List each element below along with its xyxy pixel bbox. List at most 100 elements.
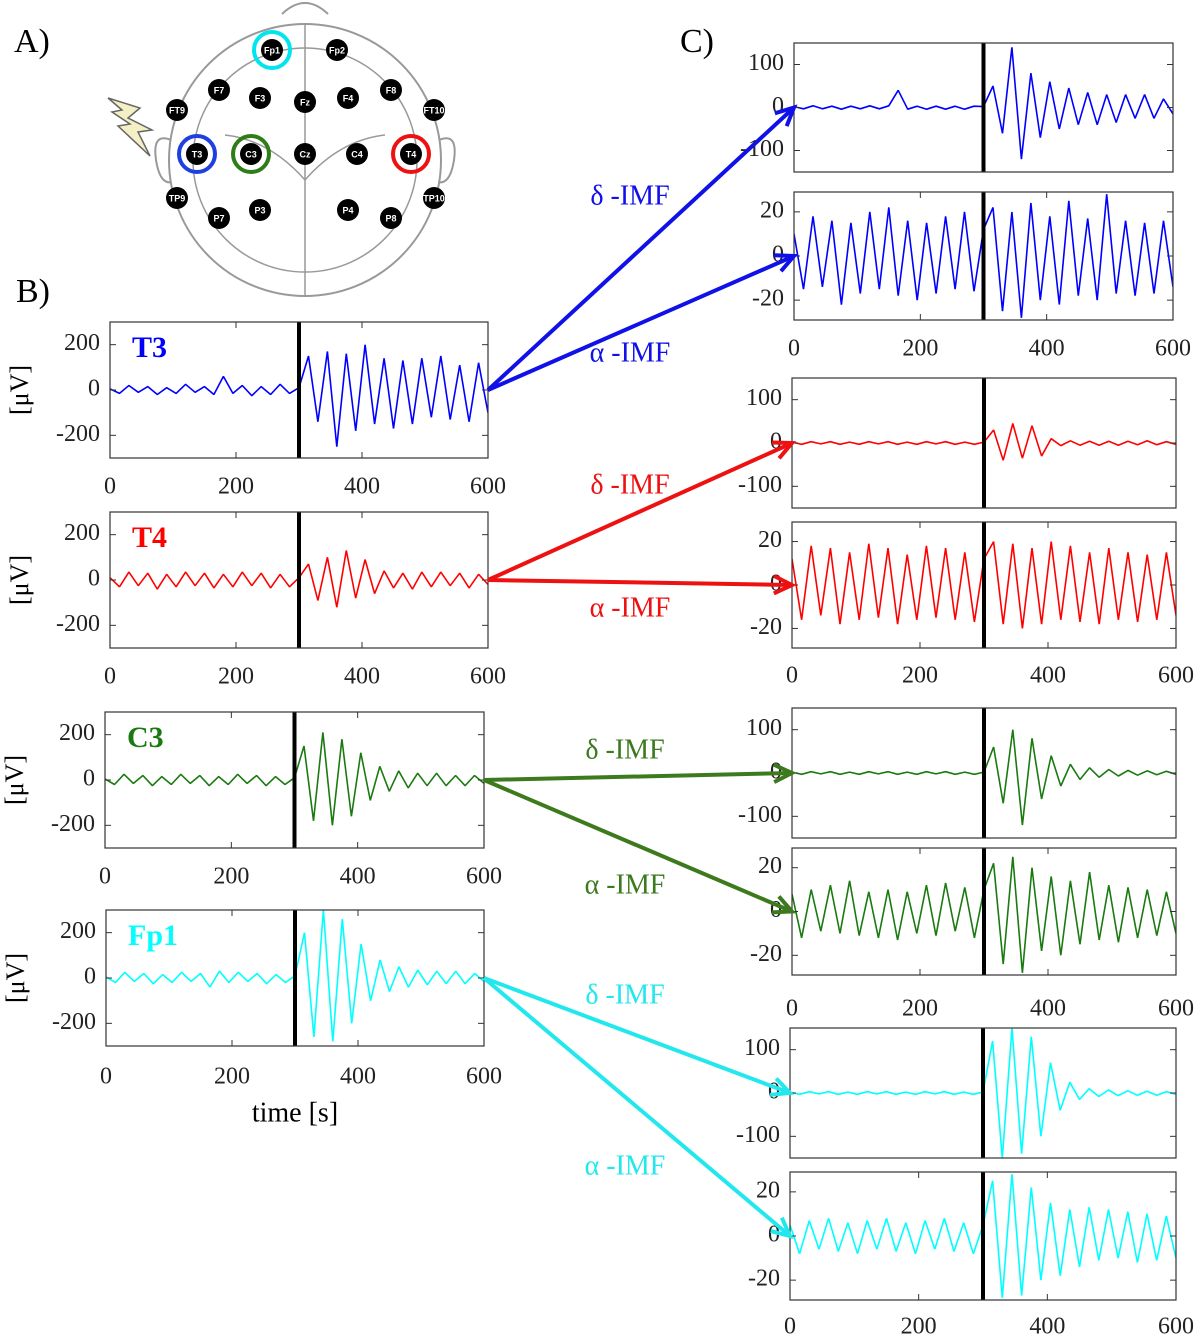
channel-label: T3: [132, 331, 167, 364]
x-tick-label: 400: [1030, 663, 1066, 689]
electrode: [166, 99, 188, 121]
left-ear: [154, 137, 173, 184]
y-tick-label: 200: [59, 720, 95, 746]
y-tick-label: 200: [64, 520, 100, 546]
x-tick-label: 400: [340, 1064, 376, 1090]
electrode: [326, 39, 348, 61]
nose: [281, 2, 329, 15]
arrow: [486, 106, 796, 392]
electrode-label: Fp1: [264, 45, 280, 55]
arrow-head: [772, 762, 797, 784]
y-tick-label: 20: [756, 1177, 780, 1203]
electrode: [249, 199, 271, 221]
electrode: [400, 143, 422, 165]
x-tick-label: 600: [1158, 1314, 1194, 1340]
electrode-label: FT9: [169, 105, 185, 115]
arrow-head: [773, 253, 799, 273]
electrode-label: P3: [254, 205, 265, 215]
arrow: [487, 578, 793, 587]
electrode-label: TP9: [169, 193, 186, 203]
x-tick-label: 200: [218, 474, 254, 500]
y-tick-label: 200: [60, 918, 96, 944]
electrode: [166, 187, 188, 209]
electrode: [423, 187, 445, 209]
y-tick-label: 0: [88, 376, 100, 402]
x-tick-label: 200: [902, 663, 938, 689]
panel-label: A): [14, 23, 50, 60]
electrode: [208, 207, 230, 229]
electrode-label: P7: [213, 213, 224, 223]
electrode: [346, 143, 368, 165]
y-tick-label: -200: [51, 811, 95, 837]
y-tick-label: 0: [772, 93, 784, 119]
y-tick-label: -100: [738, 472, 782, 498]
electrode-highlight: [231, 134, 271, 174]
electrode-label: C3: [245, 149, 257, 159]
y-tick-label: 200: [64, 330, 100, 356]
arrow-head: [769, 1077, 795, 1097]
electrode: [294, 143, 316, 165]
electrode-label: Cz: [300, 149, 311, 159]
arrow-head: [771, 440, 797, 460]
x-tick-label: 400: [340, 864, 376, 890]
electrode: [423, 99, 445, 121]
x-tick-label: 200: [902, 336, 938, 362]
imf-label: α -IMF: [590, 337, 671, 368]
imf-label: δ -IMF: [590, 469, 669, 500]
electrode: [380, 207, 402, 229]
y-tick-label: -20: [748, 1266, 780, 1292]
y-tick-label: -100: [738, 802, 782, 828]
electrode: [186, 143, 208, 165]
y-tick-label: 20: [760, 197, 784, 223]
y-tick-label: 20: [758, 853, 782, 879]
x-tick-label: 0: [100, 1064, 112, 1090]
electrode-label: F8: [386, 85, 397, 95]
y-tick-label: 0: [768, 1222, 780, 1248]
electrode-highlight: [252, 30, 292, 70]
x-tick-label: 0: [104, 664, 116, 690]
x-tick-label: 600: [1158, 663, 1194, 689]
stimulus-icon: [107, 97, 155, 157]
y-axis-label: [μV]: [0, 755, 29, 805]
y-tick-label: -20: [750, 614, 782, 640]
channel-label: Fp1: [128, 919, 178, 952]
y-axis-label: [μV]: [5, 365, 34, 415]
x-tick-label: 600: [1155, 336, 1191, 362]
electrode-highlight: [391, 134, 431, 174]
electrode: [249, 87, 271, 109]
electrode-label: Fz: [300, 97, 310, 107]
x-tick-label: 0: [788, 336, 800, 362]
electrode-label: FT10: [423, 105, 444, 115]
electrodes: Fp1 Fp2 F7 F3 Fz F4 F8 FT9 FT10 T3 C3 Cz C4 T4 TP9 TP10…: [166, 30, 445, 229]
x-tick-label: 0: [786, 663, 798, 689]
electrode-label: Fp2: [329, 45, 345, 55]
x-tick-label: 400: [1030, 996, 1066, 1022]
y-tick-label: 0: [83, 766, 95, 792]
x-tick-label: 200: [214, 1064, 250, 1090]
electrode: [337, 199, 359, 221]
electrode: [261, 39, 283, 61]
electrode: [380, 79, 402, 101]
x-tick-label: 600: [1158, 996, 1194, 1022]
x-tick-label: 200: [213, 864, 249, 890]
electrode: [294, 91, 316, 113]
y-tick-label: 0: [84, 964, 96, 990]
x-tick-label: 0: [786, 996, 798, 1022]
arrow-head: [773, 574, 797, 596]
x-tick-label: 400: [344, 474, 380, 500]
y-tick-label: 20: [758, 527, 782, 553]
y-tick-label: 100: [748, 50, 784, 76]
x-tick-label: 0: [99, 864, 111, 890]
x-tick-label: 0: [784, 1314, 796, 1340]
imf-label: α -IMF: [585, 1150, 666, 1181]
x-tick-label: 200: [901, 1314, 937, 1340]
imf-label: δ -IMF: [585, 979, 664, 1010]
x-tick-label: 400: [1029, 336, 1065, 362]
y-tick-label: -200: [56, 421, 100, 447]
panel-label: C): [680, 23, 714, 60]
y-tick-label: -200: [56, 611, 100, 637]
panel-label: B): [16, 273, 50, 310]
y-axis-label: [μV]: [5, 555, 34, 605]
